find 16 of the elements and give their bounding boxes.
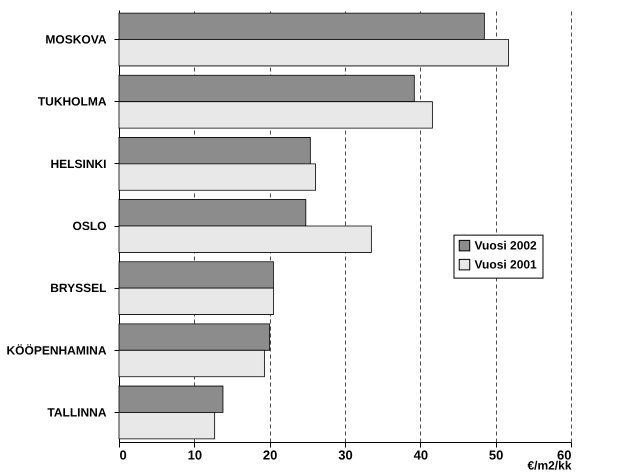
y-tick-label: HELSINKI — [50, 156, 106, 171]
legend-label: Vuosi 2001 — [474, 258, 538, 272]
legend-label: Vuosi 2002 — [474, 238, 538, 253]
y-tick-label: TUKHOLMA — [38, 94, 107, 109]
x-tick-label: 30 — [338, 448, 353, 462]
y-tick-label: KÖÖPENHAMINA — [6, 343, 107, 358]
x-tick-label: 50 — [488, 448, 504, 462]
y-tick-label: OSLO — [72, 219, 106, 233]
x-tick-label: 20 — [262, 448, 278, 462]
x-tick-label: 0 — [120, 448, 127, 462]
x-tick-label: 40 — [414, 448, 428, 462]
x-axis-title: €/m2/kk — [527, 458, 572, 472]
y-tick-label: TALLINNA — [47, 405, 107, 420]
y-tick-label: MOSKOVA — [45, 32, 107, 47]
x-tick-label: 10 — [188, 448, 202, 462]
y-tick-label: BRYSSEL — [50, 281, 106, 296]
